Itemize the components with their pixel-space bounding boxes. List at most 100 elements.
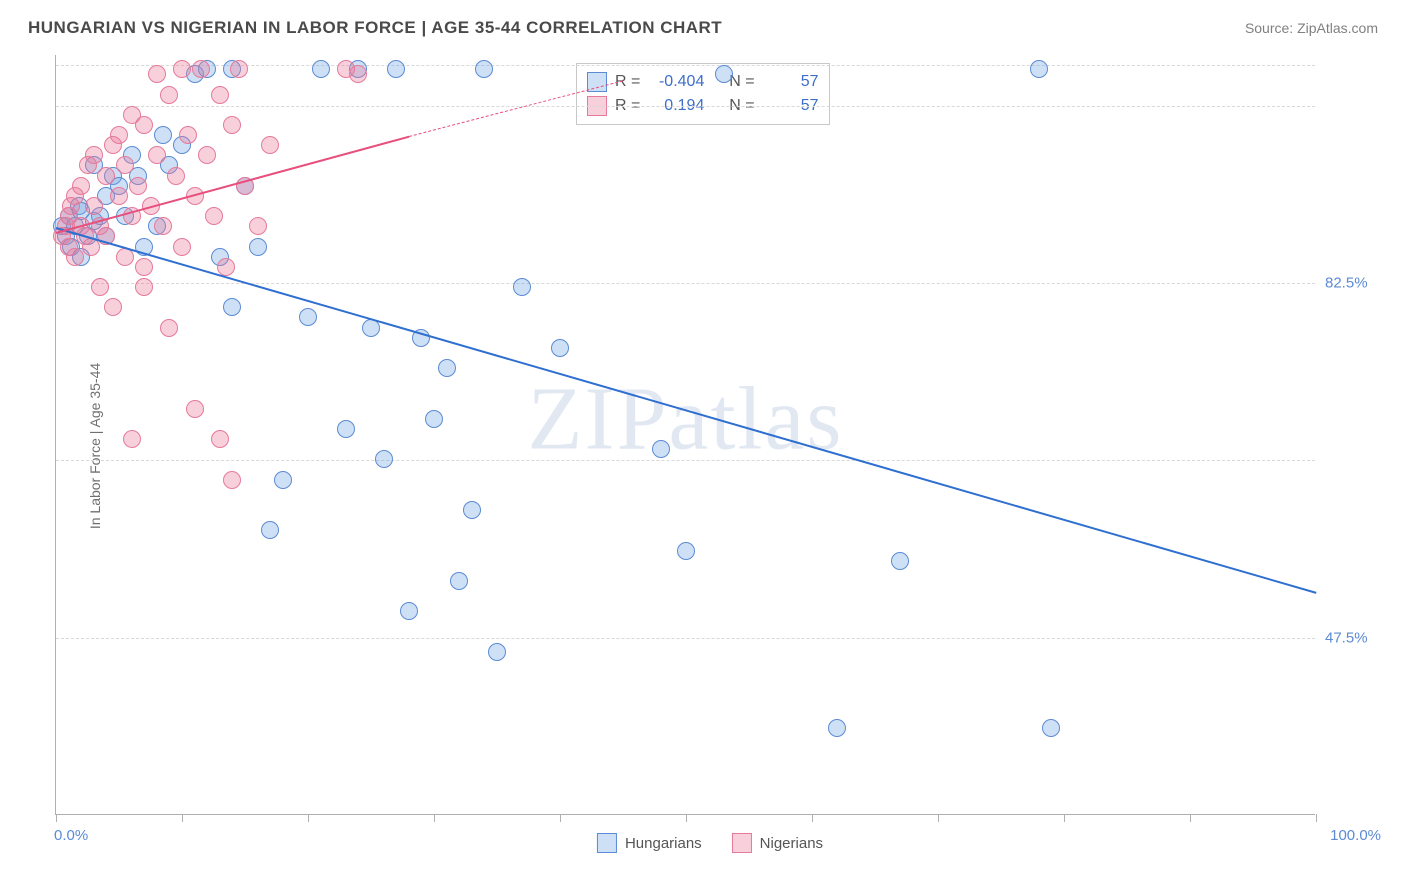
stat-n-label: N =	[729, 73, 754, 91]
data-point	[223, 471, 241, 489]
x-tick	[56, 814, 57, 822]
data-point	[179, 126, 197, 144]
data-point	[110, 187, 128, 205]
data-point	[450, 572, 468, 590]
gridline-h	[56, 638, 1315, 639]
data-point	[387, 60, 405, 78]
data-point	[154, 126, 172, 144]
plot-region: ZIPatlas R =-0.404 N =57R =0.194 N =57 4…	[55, 55, 1315, 815]
data-point	[129, 177, 147, 195]
data-point	[425, 410, 443, 428]
legend-label: Nigerians	[760, 835, 823, 852]
data-point	[677, 542, 695, 560]
data-point	[349, 65, 367, 83]
source-attribution: Source: ZipAtlas.com	[1245, 20, 1378, 36]
data-point	[828, 719, 846, 737]
stats-box: R =-0.404 N =57R =0.194 N =57	[576, 63, 830, 125]
stats-row: R =-0.404 N =57	[587, 70, 819, 94]
legend-swatch	[597, 833, 617, 853]
source-name: ZipAtlas.com	[1297, 20, 1378, 36]
data-point	[173, 238, 191, 256]
data-point	[652, 440, 670, 458]
x-tick-label: 0.0%	[54, 827, 88, 844]
x-tick	[938, 814, 939, 822]
chart-title: HUNGARIAN VS NIGERIAN IN LABOR FORCE | A…	[28, 18, 722, 38]
data-point	[205, 207, 223, 225]
data-point	[891, 552, 909, 570]
x-tick	[1064, 814, 1065, 822]
legend-swatch	[732, 833, 752, 853]
data-point	[91, 278, 109, 296]
stat-r-value: -0.404	[648, 73, 704, 91]
data-point	[551, 339, 569, 357]
data-point	[186, 400, 204, 418]
data-point	[715, 65, 733, 83]
data-point	[104, 298, 122, 316]
watermark: ZIPatlas	[528, 368, 844, 471]
data-point	[173, 60, 191, 78]
x-tick-label: 100.0%	[1330, 827, 1381, 844]
legend-item: Nigerians	[732, 833, 823, 853]
data-point	[123, 430, 141, 448]
data-point	[400, 602, 418, 620]
data-point	[148, 65, 166, 83]
data-point	[513, 278, 531, 296]
data-point	[312, 60, 330, 78]
x-tick	[434, 814, 435, 822]
data-point	[1030, 60, 1048, 78]
x-tick	[1316, 814, 1317, 822]
x-tick	[308, 814, 309, 822]
chart-area: ZIPatlas R =-0.404 N =57R =0.194 N =57 4…	[55, 55, 1365, 815]
data-point	[223, 298, 241, 316]
data-point	[217, 258, 235, 276]
data-point	[160, 86, 178, 104]
data-point	[192, 60, 210, 78]
data-point	[249, 217, 267, 235]
data-point	[154, 217, 172, 235]
data-point	[211, 86, 229, 104]
data-point	[198, 146, 216, 164]
data-point	[261, 136, 279, 154]
legend-label: Hungarians	[625, 835, 702, 852]
data-point	[375, 450, 393, 468]
data-point	[261, 521, 279, 539]
data-point	[116, 156, 134, 174]
data-point	[475, 60, 493, 78]
x-tick	[686, 814, 687, 822]
data-point	[85, 197, 103, 215]
y-tick-label: 82.5%	[1325, 275, 1385, 292]
data-point	[223, 116, 241, 134]
y-tick-label: 47.5%	[1325, 629, 1385, 646]
x-tick	[812, 814, 813, 822]
x-tick	[182, 814, 183, 822]
data-point	[299, 308, 317, 326]
data-point	[488, 643, 506, 661]
x-tick	[560, 814, 561, 822]
data-point	[438, 359, 456, 377]
data-point	[97, 167, 115, 185]
source-prefix: Source:	[1245, 20, 1297, 36]
legend: Hungarians Nigerians	[597, 833, 823, 853]
data-point	[135, 116, 153, 134]
stat-n-value: 57	[763, 73, 819, 91]
data-point	[211, 430, 229, 448]
data-point	[66, 248, 84, 266]
data-point	[135, 258, 153, 276]
data-point	[1042, 719, 1060, 737]
x-tick	[1190, 814, 1191, 822]
data-point	[249, 238, 267, 256]
legend-item: Hungarians	[597, 833, 702, 853]
data-point	[148, 146, 166, 164]
data-point	[85, 146, 103, 164]
data-point	[167, 167, 185, 185]
gridline-h	[56, 460, 1315, 461]
data-point	[274, 471, 292, 489]
data-point	[72, 177, 90, 195]
data-point	[337, 420, 355, 438]
gridline-h	[56, 106, 1315, 107]
data-point	[160, 319, 178, 337]
data-point	[110, 126, 128, 144]
watermark-b: atlas	[669, 370, 844, 469]
data-point	[135, 278, 153, 296]
data-point	[230, 60, 248, 78]
